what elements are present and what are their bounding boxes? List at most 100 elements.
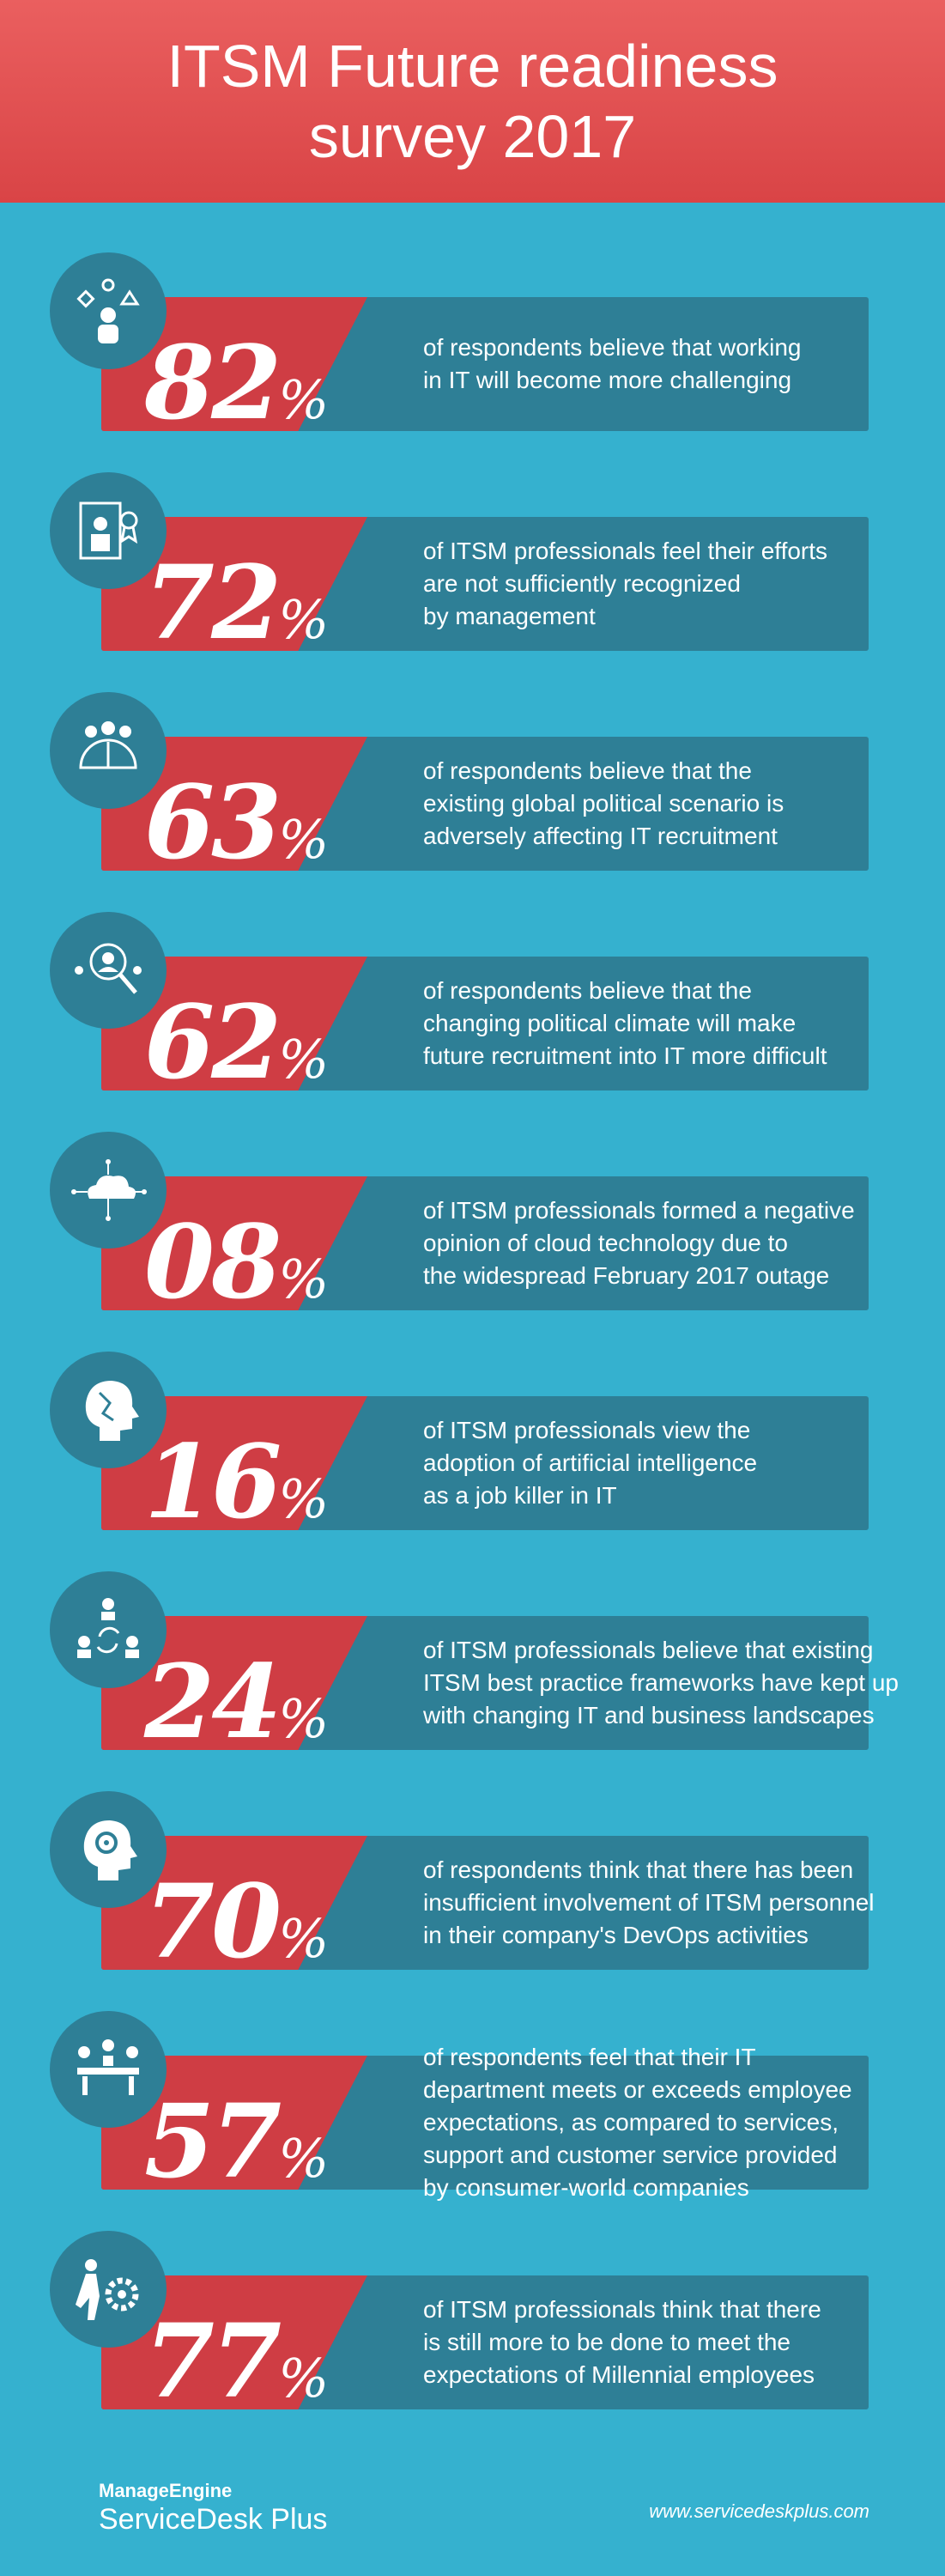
description-line: of ITSM professionals think that there [423,2296,821,2323]
stat-percentage: 70% [144,1862,329,1982]
stat-row: 24% of ITSM professionals believe that ex… [50,1571,899,1761]
description-line: of respondents believe that working [423,334,802,361]
juggling-shapes-icon [50,252,167,369]
percent-symbol: % [278,1907,330,1970]
description-line: are not sufficiently recognized [423,570,741,597]
percent-symbol: % [278,2127,330,2190]
description-line: of respondents believe that the [423,977,752,1004]
stat-row: 16% of ITSM professionals view the adoptio… [50,1352,869,1541]
description-line: the widespread February 2017 outage [423,1262,830,1289]
description-line: with changing IT and business landscapes [423,1702,875,1728]
percent-symbol: % [278,1248,330,1310]
stat-value: 70 [144,1862,282,1981]
percent-symbol: % [278,368,330,431]
stat-bar [101,517,869,651]
stat-description: of ITSM professionals feel their efforts… [423,517,904,651]
percent-symbol: % [278,2347,330,2409]
description-line: expectations, as compared to services, [423,2109,839,2136]
brand-name-bottom: ServiceDesk Plus [99,2503,328,2536]
description-line: adoption of artificial intelligence [423,1449,758,1476]
stat-value: 08 [144,1202,282,1321]
page-title: ITSM Future readiness survey 2017 [167,33,778,170]
stat-row: 70% of respondents think that there has b… [50,1791,875,1981]
stat-description: of ITSM professionals believe that exist… [423,1616,904,1750]
person-gears-icon [50,2231,167,2348]
stat-row: 77% of ITSM professionals think that ther… [50,2231,869,2421]
stat-row: 08% of ITSM professionals formed a negati… [50,1132,869,1321]
description-line: of ITSM professionals believe that exist… [423,1637,874,1663]
stat-value: 77 [144,2301,282,2421]
brand-logo: ManageEngine ServiceDesk Plus [99,2480,327,2537]
people-cycle-icon [50,1571,167,1688]
description-line: ITSM best practice frameworks have kept … [423,1669,899,1696]
stat-description: of respondents feel that their IT departm… [423,2044,904,2201]
website-url: www.servicedeskplus.com [649,2500,869,2522]
description-line: changing political climate will make [423,1010,797,1036]
description-line: opinion of cloud technology due to [423,1230,788,1256]
header-banner: ITSM Future readiness survey 2017 [0,0,945,203]
stat-bar [101,297,869,431]
stat-percentage: 57% [144,2081,329,2202]
stat-bar [101,1396,869,1530]
description-line: of respondents believe that the [423,757,752,784]
stat-description: of respondents believe that the existing … [423,737,904,871]
brand-name-top: ManageEngine [99,2480,233,2501]
head-gear-icon [50,1791,167,1908]
percent-symbol: % [278,588,330,651]
stat-percentage: 24% [144,1642,329,1762]
stat-description: of respondents think that there has been… [423,1836,904,1970]
stat-value: 82 [144,323,282,442]
description-line: of respondents think that there has been [423,1856,854,1883]
stat-percentage: 08% [144,1202,329,1322]
stat-row: 72% of ITSM professionals feel their effo… [50,472,869,662]
stat-value: 24 [144,1642,282,1761]
stat-value: 62 [144,982,282,1102]
percent-symbol: % [278,808,330,871]
award-certificate-icon [50,472,167,589]
stat-bar [101,957,869,1091]
description-line: insufficient involvement of ITSM personn… [423,1889,875,1916]
stat-bar [101,1176,869,1310]
stat-description: of respondents believe that working in IT… [423,297,904,431]
stat-bar [101,1836,869,1970]
stat-percentage: 63% [144,762,329,883]
description-line: department meets or exceeds employee [423,2076,852,2103]
stat-row: 63% of respondents believe that the existi… [50,692,869,882]
stat-percentage: 72% [144,543,329,663]
description-line: adversely affecting IT recruitment [423,823,778,849]
stat-description: of ITSM professionals view the adoption o… [423,1396,904,1530]
stat-bar [101,737,869,871]
description-line: support and customer service provided [423,2142,838,2168]
stat-percentage: 62% [144,982,329,1103]
cloud-network-icon [50,1132,167,1249]
description-line: of respondents feel that their IT [423,2044,756,2070]
recruitment-search-icon [50,912,167,1029]
description-line: of ITSM professionals formed a negative [423,1197,855,1224]
global-people-icon [50,692,167,809]
description-line: existing global political scenario is [423,790,784,817]
stat-value: 72 [144,543,282,662]
stat-row: 57% of respondents feel that their IT depa… [50,2011,869,2201]
stat-value: 57 [144,2081,282,2201]
percent-symbol: % [278,1467,330,1530]
description-line: by consumer-world companies [423,2174,749,2201]
description-line: expectations of Millennial employees [423,2361,815,2388]
description-line: in IT will become more challenging [423,367,792,393]
description-line: of ITSM professionals feel their efforts [423,538,828,564]
description-line: by management [423,603,596,629]
stat-row: 82% of respondents believe that working in… [50,252,869,442]
percent-symbol: % [278,1687,330,1750]
description-line: as a job killer in IT [423,1482,617,1509]
stat-percentage: 16% [144,1422,329,1542]
stat-row: 62% of respondents believe that the changi… [50,912,869,1102]
stat-percentage: 82% [144,323,329,443]
stat-percentage: 77% [144,2301,329,2421]
description-line: in their company's DevOps activities [423,1922,809,1948]
stat-value: 63 [144,762,282,882]
percent-symbol: % [278,1028,330,1091]
meeting-table-icon [50,2011,167,2128]
stat-description: of ITSM professionals think that there is… [423,2275,904,2409]
stat-value: 16 [144,1422,282,1541]
description-line: future recruitment into IT more difficul… [423,1042,827,1069]
ai-head-icon [50,1352,167,1468]
